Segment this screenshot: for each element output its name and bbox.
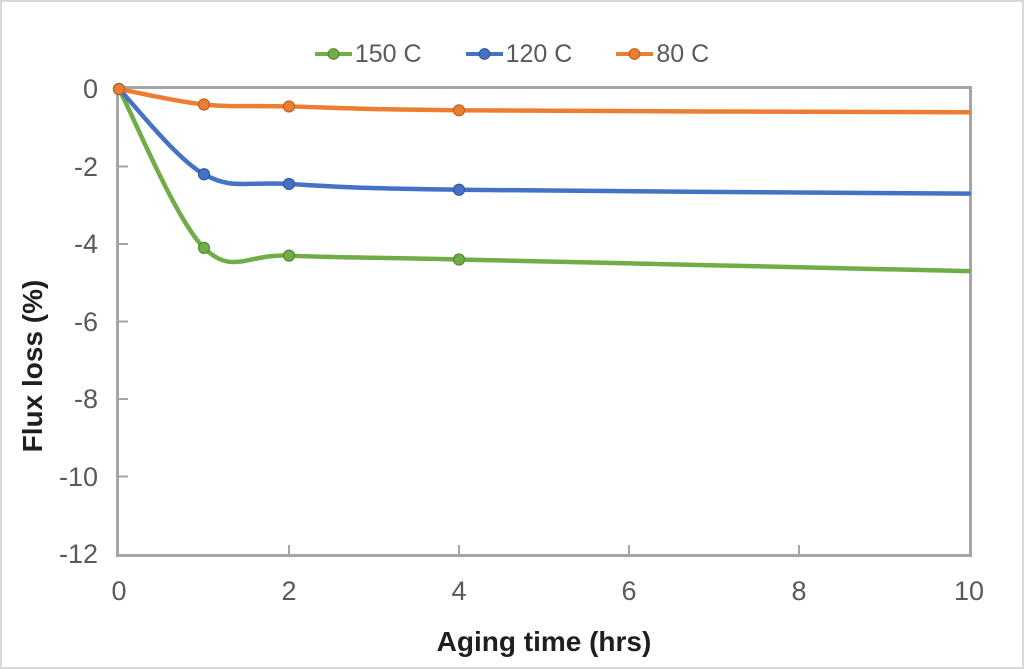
legend-item-150-c: 150 C xyxy=(314,39,422,69)
y-tick-label: 0 xyxy=(82,74,98,104)
legend-line-marker-icon xyxy=(616,48,654,60)
data-point-marker xyxy=(452,183,466,196)
y-tick-label: -2 xyxy=(73,151,98,182)
data-point-marker xyxy=(197,98,211,111)
legend-line-marker-icon xyxy=(465,48,503,60)
data-point-marker xyxy=(452,104,466,117)
series-80-c xyxy=(112,82,972,117)
legend-item-120-c: 120 C xyxy=(465,39,573,69)
data-point-marker xyxy=(452,253,466,266)
legend-line-marker-icon xyxy=(314,48,352,60)
legend-label: 80 C xyxy=(656,39,710,68)
y-tick-label: -6 xyxy=(73,306,98,337)
data-point-marker xyxy=(282,249,296,262)
plot-area xyxy=(112,82,972,557)
series-120-c xyxy=(112,82,972,196)
x-tick-label: 10 xyxy=(953,576,985,606)
data-point-marker xyxy=(282,177,296,191)
legend-label: 150 C xyxy=(354,39,422,68)
data-point-marker xyxy=(197,241,211,254)
y-tick-label: -8 xyxy=(73,384,98,414)
x-tick-label: 4 xyxy=(451,576,467,606)
y-tick-label: -12 xyxy=(58,539,98,569)
x-tick-label: 2 xyxy=(281,576,297,606)
plot-series-svg xyxy=(112,82,972,554)
legend-label: 120 C xyxy=(505,39,573,68)
x-tick-label: 6 xyxy=(621,576,637,606)
x-tick-label: 0 xyxy=(111,576,127,606)
y-axis-title: Flux loss (%) xyxy=(17,279,48,453)
legend-item-80-c: 80 C xyxy=(616,40,709,69)
data-point-marker xyxy=(112,82,126,96)
x-tick-label: 8 xyxy=(791,576,807,606)
y-tick-label: -4 xyxy=(73,229,98,259)
legend: 150 C 120 C 80 C xyxy=(2,40,1022,68)
y-tick-label: -10 xyxy=(58,461,98,492)
axis-ticks xyxy=(119,165,800,554)
data-point-marker xyxy=(282,100,296,113)
data-point-marker xyxy=(197,168,211,181)
x-axis-title: Aging time (hrs) xyxy=(436,626,652,657)
